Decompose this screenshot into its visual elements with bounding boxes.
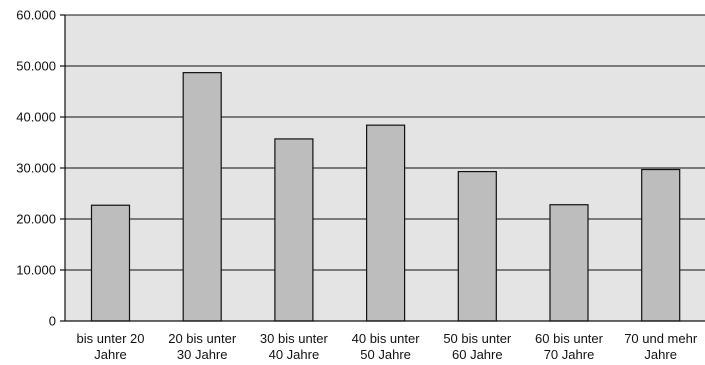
x-category-label-line: 40 bis unter (352, 331, 421, 346)
x-category-label-line: 30 Jahre (177, 347, 228, 362)
x-category-label: 70 und mehr Jahre (624, 331, 698, 362)
x-category-label: 50 bis unter 60 Jahre (443, 331, 512, 362)
x-category-label-line: 40 Jahre (269, 347, 320, 362)
bar (274, 138, 314, 322)
y-tick-label: 10.000 (16, 263, 56, 278)
bars (90, 72, 681, 322)
x-category-label-line: 20 bis unter (168, 331, 237, 346)
x-category-label-line: 60 Jahre (452, 347, 503, 362)
bar (366, 124, 406, 322)
y-axis-ticks: 0 10.000 20.000 30.000 40.000 50.000 60.000 (16, 8, 65, 329)
x-category-label-line: 50 Jahre (360, 347, 411, 362)
bar (457, 170, 497, 322)
x-category-label: 60 bis unter 70 Jahre (535, 331, 604, 362)
y-tick-label: 40.000 (16, 110, 56, 125)
bar (549, 204, 589, 322)
x-category-label-line: 50 bis unter (443, 331, 512, 346)
y-tick-label: 0 (49, 314, 56, 329)
y-tick-label: 60.000 (16, 8, 56, 23)
bar (90, 204, 131, 322)
x-category-label: bis unter 20 Jahre (77, 331, 145, 362)
bar (182, 72, 222, 322)
x-category-label-line: 30 bis unter (260, 331, 329, 346)
x-category-label-line: bis unter 20 (77, 331, 145, 346)
x-category-label: 20 bis unter 30 Jahre (168, 331, 237, 362)
x-category-label: 30 bis unter 40 Jahre (260, 331, 329, 362)
x-category-label-line: 70 Jahre (544, 347, 595, 362)
y-tick-label: 50.000 (16, 59, 56, 74)
x-category-label-line: 60 bis unter (535, 331, 604, 346)
x-category-label-line: 70 und mehr (624, 331, 698, 346)
bar (641, 168, 681, 322)
y-tick-label: 20.000 (16, 212, 56, 227)
x-category-label-line: Jahre (94, 347, 127, 362)
x-category-label-line: Jahre (644, 347, 677, 362)
x-category-label: 40 bis unter 50 Jahre (352, 331, 421, 362)
y-tick-label: 30.000 (16, 161, 56, 176)
